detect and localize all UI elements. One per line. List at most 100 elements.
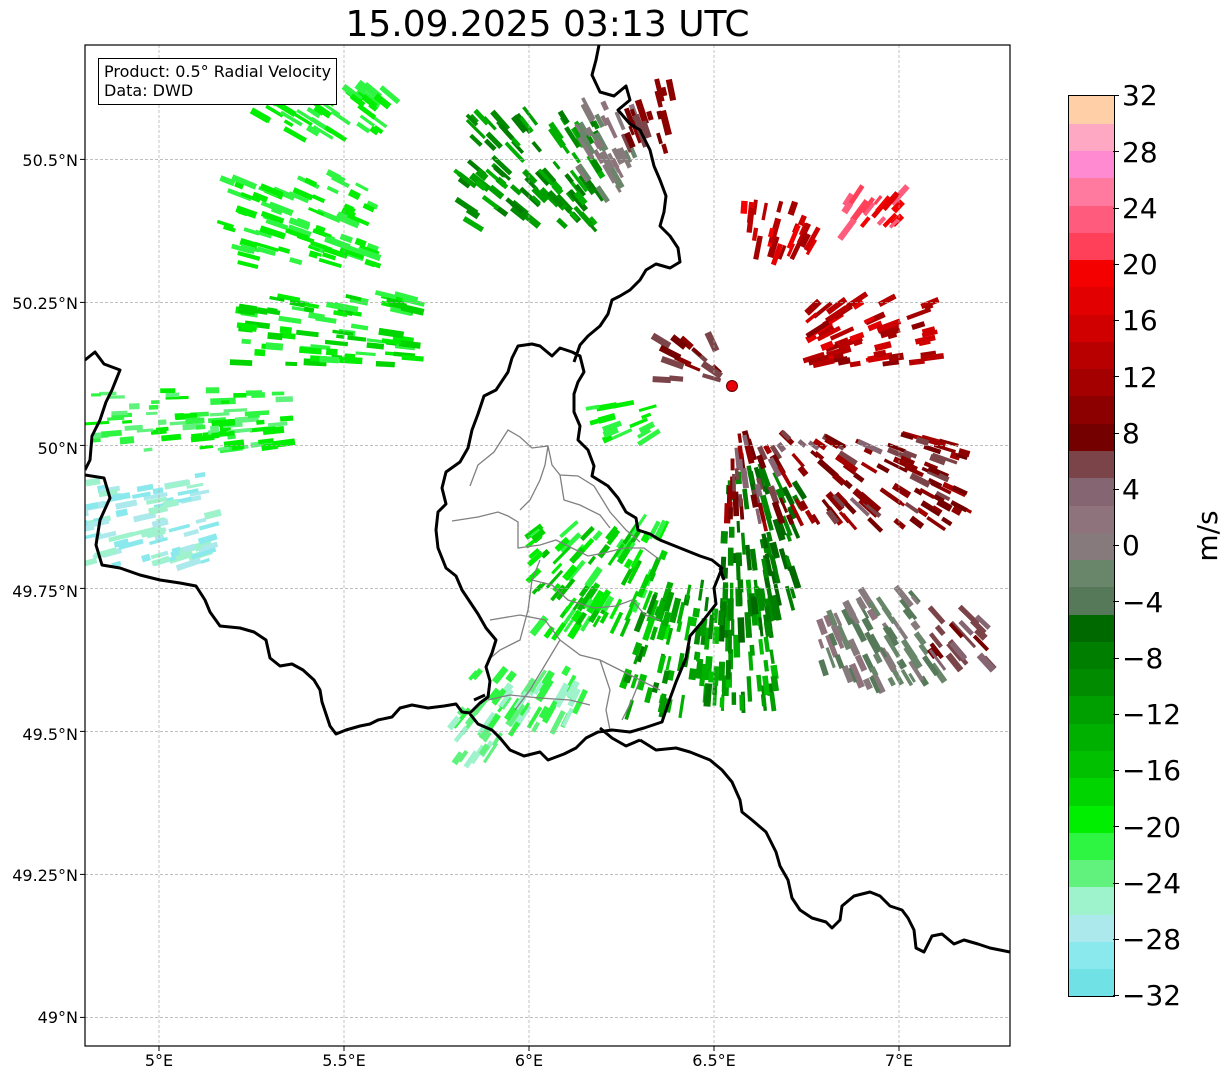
velocity-echo [526,706,543,729]
velocity-echo [152,487,164,495]
velocity-echo [812,438,827,451]
velocity-echo [826,345,852,359]
velocity-echo [704,596,709,612]
velocity-echo [330,175,350,189]
velocity-echo [627,564,640,585]
velocity-echo [375,360,395,368]
velocity-echo [128,403,140,410]
velocity-echo [771,594,782,621]
velocity-echo [844,601,860,625]
colorbar-tick [1113,713,1119,715]
velocity-echo [811,513,821,526]
velocity-echo [882,212,898,228]
velocity-echo [85,548,86,560]
velocity-echo [825,491,845,512]
velocity-echo [908,358,925,366]
velocity-echo [305,124,321,137]
velocity-echo [660,86,668,97]
velocity-echo [565,679,580,699]
velocity-echo [27,533,43,542]
velocity-echo [151,518,169,529]
velocity-echo [789,587,797,599]
velocity-echo [519,116,534,133]
velocity-echo [355,351,376,357]
velocity-echo [579,133,590,145]
velocity-echo [483,138,497,152]
colorbar-tick [1113,995,1119,996]
velocity-echo [222,224,236,233]
velocity-echo [308,312,325,321]
velocity-echo [561,707,574,728]
colorbar-segment [1069,723,1114,752]
velocity-echo [771,501,786,525]
velocity-echo [958,619,974,636]
colorbar-tick [1113,882,1119,884]
velocity-echo [856,439,883,455]
velocity-echo [217,446,230,452]
velocity-echo [638,421,656,434]
velocity-echo [596,402,618,412]
velocity-echo [949,641,968,661]
velocity-echo [531,140,543,153]
colorbar-tick-label: 8 [1122,417,1140,450]
velocity-echo [64,525,83,536]
velocity-echo [863,202,876,217]
velocity-echo [623,107,636,129]
velocity-echo [504,141,526,164]
internal-boundaries [451,429,661,731]
velocity-echo [952,485,968,496]
velocity-echo [861,616,874,632]
velocity-echo [265,218,289,231]
velocity-echo [115,499,138,510]
velocity-echo [661,670,670,685]
velocity-echo [636,573,652,598]
velocity-echo [927,477,943,489]
velocity-echo [720,531,728,544]
velocity-echo [195,517,207,524]
velocity-echo [60,535,84,545]
colorbar-segment [1069,886,1114,915]
velocity-echo [85,477,101,487]
velocity-echo [837,217,857,241]
velocity-echo [119,436,135,445]
velocity-echo [771,560,781,584]
velocity-echo [469,133,483,147]
velocity-echo [19,526,32,534]
velocity-echo [929,453,947,466]
velocity-echo [920,297,940,310]
velocity-echo [729,526,735,538]
colorbar-tick [1113,657,1119,659]
velocity-echo [111,410,128,416]
colorbar-tick-label: −32 [1122,979,1182,1012]
velocity-echo [649,626,658,641]
velocity-echo [160,388,176,394]
velocity-echo [718,661,726,681]
velocity-echo [654,78,665,102]
velocity-echo [888,352,905,362]
velocity-echo [628,125,635,136]
velocity-echo [841,201,854,215]
velocity-echo [864,631,880,655]
velocity-echo [797,214,807,227]
colorbar-tick [1113,488,1119,490]
velocity-echo [646,594,658,615]
velocity-echo [454,196,479,216]
velocity-echo [54,523,67,532]
velocity-echo [107,416,125,421]
velocity-echo [661,611,672,627]
velocity-echo [863,446,874,456]
velocity-echo [549,710,566,735]
velocity-echo [190,434,215,443]
velocity-echo [519,186,541,208]
velocity-echo [86,502,99,510]
velocity-echo [846,291,869,309]
velocity-echo [20,486,42,495]
velocity-echo [157,419,167,426]
velocity-echo [587,555,597,565]
velocity-echo [636,673,648,691]
velocity-echo [816,618,828,636]
colorbar-tick [1113,826,1119,828]
velocity-echo [254,229,272,239]
velocity-echo [482,742,499,764]
velocity-echo [869,666,879,677]
